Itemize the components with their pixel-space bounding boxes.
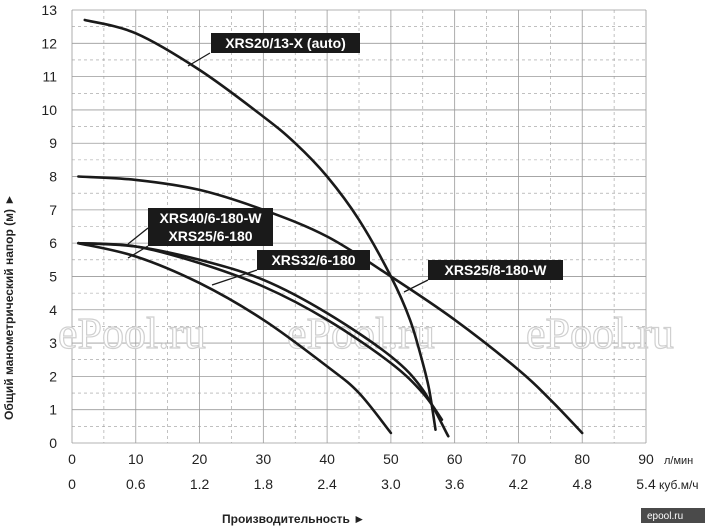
grid [71,9,647,444]
series-label: XRS20/13-X (auto) [211,33,360,53]
series-label-text: XRS20/13-X (auto) [225,35,346,51]
series-label-box [211,33,360,53]
x-tick-labels-lmin: 0 10 20 30 40 50 60 70 80 90 [68,451,654,467]
x-tick-label-lmin: 60 [447,451,463,467]
y-tick-label: 8 [49,169,57,185]
x-tick-label-m3h: 2.4 [317,476,337,492]
y-tick-label: 3 [49,335,57,351]
label-leader [127,227,149,245]
label-leader [211,269,258,286]
label-leader [187,52,211,67]
y-axis-title: Общий манометрический напор (м) ► [2,194,16,420]
y-tick-label: 6 [49,235,57,251]
x-tick-label-lmin: 40 [319,451,335,467]
series-labels: XRS20/13-X (auto) XRS25/8-180-W XRS32/6-18… [148,33,563,280]
x-tick-label-lmin: 80 [574,451,590,467]
brand-text: epool.ru [647,511,683,522]
series-label-text: XRS25/6-180 [168,228,252,244]
x-tick-label-lmin: 0 [68,451,76,467]
x-axis-title: Производительность ► [222,512,365,526]
x-tick-label-lmin: 70 [511,451,527,467]
y-tick-label: 0 [49,435,57,451]
series-label-box [148,208,273,228]
series-curve-4 [77,241,393,435]
y-tick-label: 13 [41,2,57,18]
x-tick-label-lmin: 10 [128,451,144,467]
series-label: XRS32/6-180 [257,250,370,270]
x-tick-label-m3h: 3.0 [381,476,401,492]
series-label-box [257,250,370,270]
watermarks: ePool.ru ePool.ru ePool.ru [57,308,674,358]
x-tick-label-lmin: 20 [192,451,208,467]
series-label-text: XRS40/6-180-W [160,210,263,226]
brand-badge: epool.ru [641,508,705,523]
x-tick-label-lmin: 50 [383,451,399,467]
x-tick-label-m3h: 4.2 [509,476,529,492]
x-tick-labels-m3h: 0 0.6 1.2 1.8 2.4 3.0 3.6 4.2 4.8 5.4 [68,476,656,492]
y-tick-label: 2 [49,368,57,384]
x-unit-primary: л/мин [664,455,693,467]
y-tick-label: 12 [41,35,57,51]
y-tick-label: 1 [49,402,57,418]
x-tick-label-lmin: 90 [638,451,654,467]
series-label: XRS40/6-180-W [148,208,273,228]
label-leaders [127,52,429,293]
series-label-box [428,260,563,280]
series-label-text: XRS25/8-180-W [445,262,548,278]
label-leader [403,279,429,293]
x-tick-label-m3h: 4.8 [572,476,592,492]
y-tick-label: 11 [42,69,57,85]
x-tick-label-m3h: 5.4 [636,476,656,492]
series-label-box [148,226,273,246]
x-tick-label-m3h: 1.2 [190,476,210,492]
y-tick-label: 10 [41,102,57,118]
series-label-text: XRS32/6-180 [271,252,355,268]
y-tick-label: 4 [49,302,57,318]
x-tick-label-m3h: 1.8 [254,476,274,492]
label-leader [127,245,149,259]
x-unit-secondary: куб.м/ч [659,478,699,492]
y-tick-label: 5 [49,268,57,284]
series-label: XRS25/8-180-W [428,260,563,280]
watermark-left: ePool.ru [58,309,206,358]
y-tick-label: 7 [49,202,57,218]
x-tick-label-m3h: 0 [68,476,76,492]
x-tick-label-m3h: 0.6 [126,476,146,492]
y-tick-label: 9 [49,135,57,151]
watermark-right: ePool.ru [526,309,674,358]
series-label: XRS25/6-180 [148,226,273,246]
x-tick-label-m3h: 3.6 [445,476,465,492]
x-tick-label-lmin: 30 [256,451,272,467]
